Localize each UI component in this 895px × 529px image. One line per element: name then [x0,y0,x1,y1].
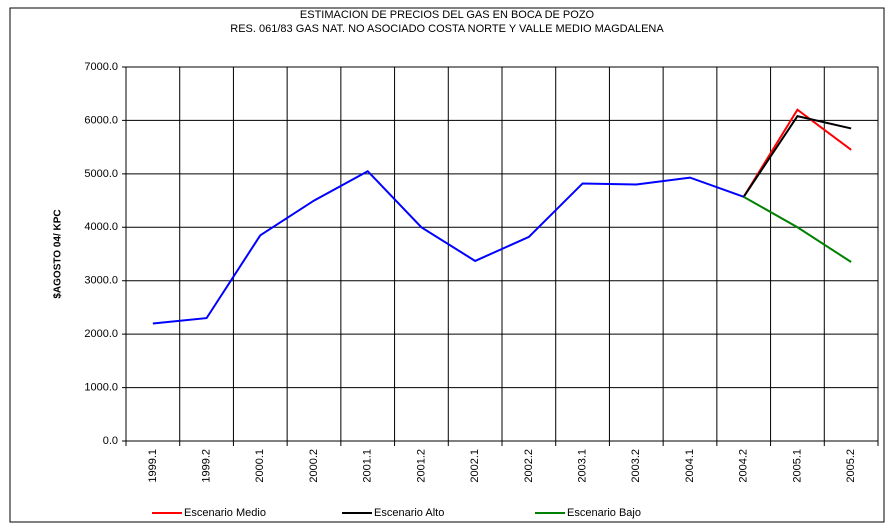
chart-title: ESTIMACION DE PRECIOS DEL GAS EN BOCA DE… [300,9,595,21]
y-tick-label: 3000.0 [84,275,118,287]
y-tick-label: 6000.0 [84,114,118,126]
x-tick-label: 2001.1 [362,449,374,483]
line-series [742,115,852,198]
y-tick-label: 5000.0 [84,168,118,180]
y-tick-label: 4000.0 [84,221,118,233]
x-tick-label: 2004.1 [684,449,696,483]
y-tick-label: 7000.0 [84,61,118,73]
legend-label: Escenario Alto [374,507,444,519]
x-tick-label: 1999.2 [200,449,212,483]
x-tick-label: 2000.1 [254,449,266,483]
x-tick-label: 2005.2 [845,449,857,483]
y-tick-label: 0.0 [103,435,118,447]
x-tick-label: 2000.2 [308,449,320,483]
x-tick-label: 2003.1 [576,449,588,483]
x-tick-label: 2004.2 [738,449,750,483]
line-series [152,169,745,325]
legend-label: Escenario Bajo [567,507,641,519]
chart-subtitle: RES. 061/83 GAS NAT. NO ASOCIADO COSTA N… [230,23,664,35]
y-tick-label: 2000.0 [84,328,118,340]
line-series [742,108,852,198]
y-tick-label: 1000.0 [84,381,118,393]
x-tick-label: 2002.1 [469,449,481,483]
x-tick-label: 2003.2 [630,449,642,483]
x-tick-label: 1999.1 [147,449,159,483]
y-axis-label: $AGOSTO 04/ KPC [53,209,64,298]
x-tick-label: 2005.1 [791,449,803,483]
x-tick-label: 2001.2 [415,449,427,483]
plot-border [125,66,879,442]
legend-label: Escenario Medio [184,507,266,519]
chart-border [9,7,885,523]
line-series [743,195,852,263]
x-tick-label: 2002.2 [523,449,535,483]
